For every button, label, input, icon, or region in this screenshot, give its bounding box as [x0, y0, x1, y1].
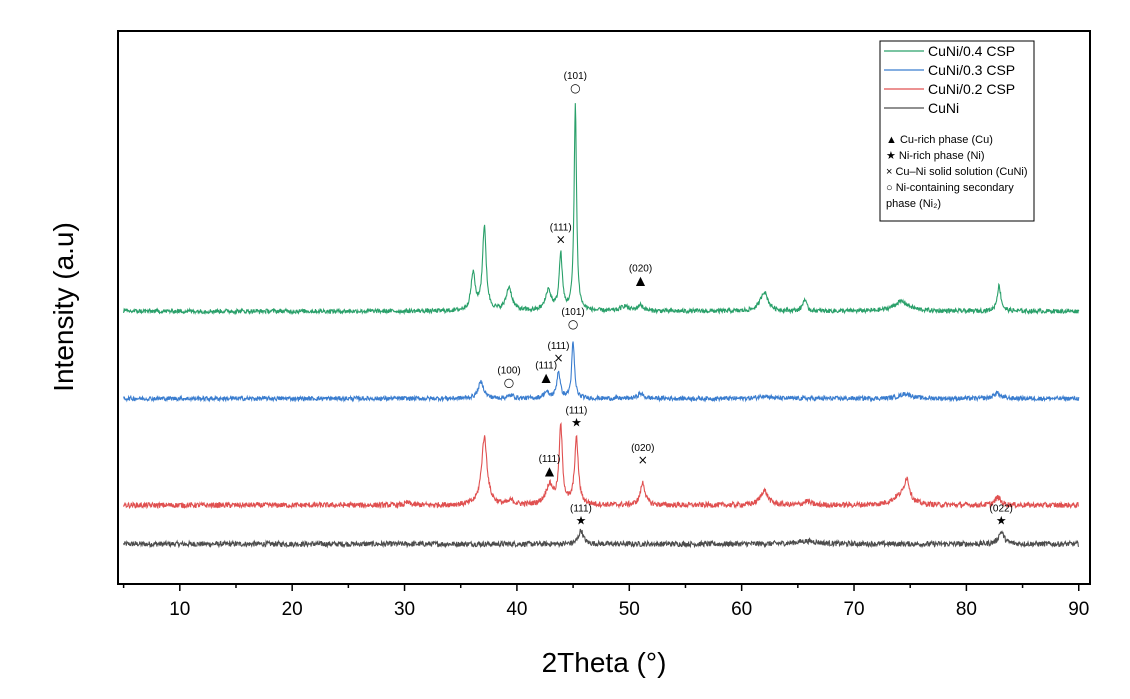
x-tick-label: 20	[282, 599, 303, 620]
peak-label: (020)	[629, 264, 652, 275]
peak-label: (111)	[548, 341, 570, 352]
x-tick-label: 40	[506, 599, 527, 620]
peak-label: (101)	[561, 307, 584, 318]
legend-marker-label: ▲ Cu-rich phase (Cu)	[886, 134, 993, 146]
x-axis-title: 2Theta (°)	[542, 647, 667, 678]
plot-frame	[117, 30, 1091, 585]
x-tick-label: 30	[394, 599, 415, 620]
peak-label: (111)	[566, 406, 588, 417]
peak-label: (100)	[497, 365, 520, 376]
series-layer	[123, 103, 1080, 549]
peak-marker: ×	[638, 453, 648, 467]
x-tick-label: 60	[731, 599, 752, 620]
series-line	[123, 528, 1080, 549]
legend-marker-label: × Cu–Ni solid solution (CuNi)	[886, 166, 1028, 178]
legend-series-label: CuNi/0.4 CSP	[928, 43, 1015, 59]
peak-label: (111)	[550, 222, 572, 233]
peak-marker: ★	[571, 416, 582, 430]
legend-marker-entries: ▲ Cu-rich phase (Cu) ★ Ni-rich phase (Ni)…	[886, 134, 1028, 210]
peak-label: (022)	[990, 504, 1013, 515]
legend-box	[879, 40, 1035, 222]
x-tick-label: 50	[619, 599, 640, 620]
peak-label: (101)	[564, 71, 587, 82]
peak-marker: ×	[553, 351, 563, 365]
legend-series-label: CuNi/0.3 CSP	[928, 62, 1015, 78]
peak-label: (111)	[539, 454, 561, 465]
x-tick-label: 90	[1068, 599, 1089, 620]
peak-marker: ○	[504, 375, 514, 389]
series-line	[123, 103, 1080, 316]
legend-marker-label: ★ Ni-rich phase (Ni)	[886, 150, 985, 162]
x-axis-ticks: 10 20 30 40 50 60 70 80 90	[122, 584, 1089, 620]
legend-series-label: CuNi	[928, 100, 959, 116]
peak-marker: ▲	[542, 371, 552, 385]
peak-marker: ×	[556, 232, 566, 246]
peak-label: (111)	[535, 361, 557, 372]
peak-annotations: ○(101)×(111)▲(020)○(101)×(111)▲(111)○(10…	[497, 71, 1013, 528]
legend-series-label: CuNi/0.2 CSP	[928, 81, 1015, 97]
x-tick-label: 10	[169, 599, 190, 620]
peak-marker: ○	[568, 317, 578, 331]
peak-marker: ○	[570, 81, 580, 95]
peak-label: (111)	[570, 504, 592, 515]
peak-marker: ▲	[636, 274, 646, 288]
series-line	[123, 421, 1079, 510]
peak-label: (020)	[631, 443, 654, 454]
peak-marker: ★	[576, 514, 587, 528]
x-tick-label: 70	[843, 599, 864, 620]
peak-marker: ▲	[545, 464, 555, 478]
series-line	[123, 341, 1080, 403]
y-axis-title: Intensity (a.u)	[48, 222, 79, 392]
x-tick-label: 80	[956, 599, 977, 620]
legend-series-entries: CuNi/0.4 CSP CuNi/0.3 CSP CuNi/0.2 CSP CuNi	[884, 43, 1015, 116]
peak-marker: ★	[996, 514, 1007, 528]
legend-marker-label: phase (Ni₂)	[886, 198, 941, 210]
legend-marker-label: ○ Ni-containing secondary	[886, 182, 1014, 194]
